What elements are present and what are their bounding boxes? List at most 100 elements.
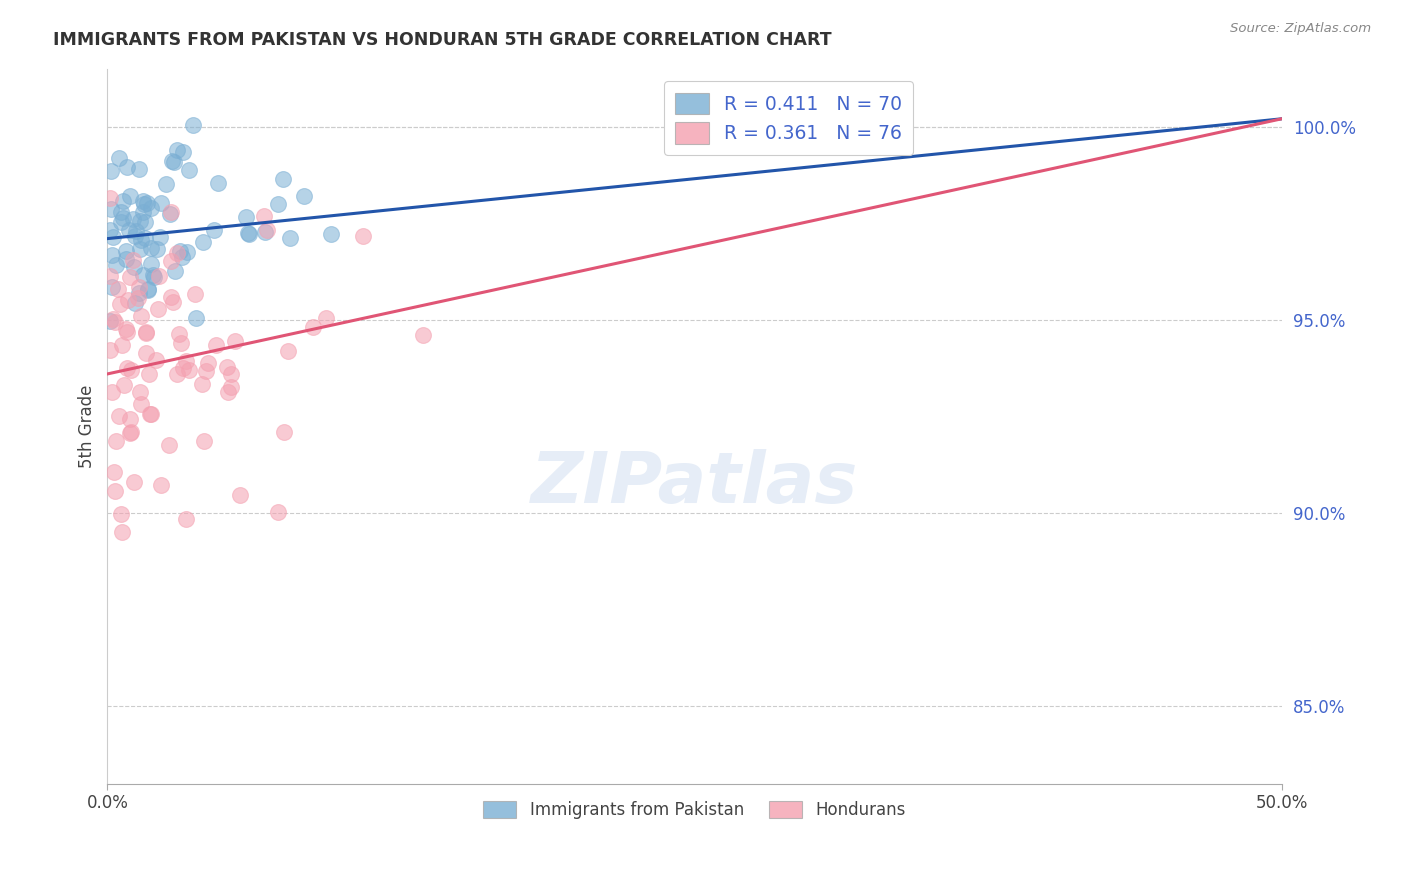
Point: [128, 280, 150, 294]
Point: [115, 326, 138, 340]
Point: [273, 172, 295, 186]
Point: [191, 235, 214, 249]
Point: [128, 242, 150, 256]
Point: [111, 338, 134, 352]
Point: [217, 385, 239, 400]
Point: [136, 282, 159, 296]
Point: [134, 196, 156, 211]
Point: [238, 227, 260, 241]
Y-axis label: 5th Grade: 5th Grade: [79, 384, 96, 467]
Point: [132, 205, 155, 219]
Point: [101, 230, 124, 244]
Point: [118, 223, 141, 237]
Point: [160, 205, 183, 219]
Point: [235, 210, 257, 224]
Point: [176, 244, 198, 259]
Point: [224, 334, 246, 348]
Point: [170, 251, 193, 265]
Point: [135, 326, 157, 341]
Point: [160, 253, 183, 268]
Point: [221, 367, 243, 381]
Point: [177, 363, 200, 377]
Point: [135, 325, 157, 339]
Point: [169, 244, 191, 259]
Point: [146, 243, 169, 257]
Point: [128, 162, 150, 177]
Point: [98, 314, 121, 328]
Point: [149, 229, 172, 244]
Point: [267, 197, 290, 211]
Point: [163, 155, 186, 169]
Point: [100, 164, 122, 178]
Point: [155, 177, 177, 191]
Point: [118, 425, 141, 440]
Point: [162, 154, 184, 169]
Point: [117, 293, 139, 307]
Text: IMMIGRANTS FROM PAKISTAN VS HONDURAN 5TH GRADE CORRELATION CHART: IMMIGRANTS FROM PAKISTAN VS HONDURAN 5TH…: [53, 31, 832, 49]
Point: [120, 425, 142, 439]
Point: [101, 311, 124, 326]
Point: [139, 201, 162, 215]
Point: [183, 118, 205, 132]
Point: [120, 412, 142, 426]
Point: [98, 223, 121, 237]
Point: [104, 258, 127, 272]
Point: [184, 286, 207, 301]
Point: [128, 285, 150, 300]
Point: [146, 302, 169, 317]
Point: [114, 244, 136, 258]
Point: [138, 407, 160, 421]
Point: [166, 368, 188, 382]
Point: [197, 356, 219, 370]
Point: [352, 228, 374, 243]
Point: [112, 194, 135, 208]
Point: [139, 241, 162, 255]
Point: [145, 353, 167, 368]
Point: [166, 144, 188, 158]
Point: [162, 294, 184, 309]
Point: [172, 361, 194, 376]
Point: [110, 507, 132, 521]
Point: [150, 195, 173, 210]
Point: [190, 377, 212, 392]
Point: [101, 248, 124, 262]
Point: [136, 196, 159, 211]
Point: [253, 209, 276, 223]
Text: ZIPatlas: ZIPatlas: [531, 449, 858, 518]
Point: [292, 189, 315, 203]
Point: [278, 231, 301, 245]
Legend: Immigrants from Pakistan, Hondurans: Immigrants from Pakistan, Hondurans: [477, 794, 912, 825]
Point: [202, 223, 225, 237]
Point: [105, 434, 128, 448]
Point: [163, 264, 186, 278]
Point: [166, 246, 188, 260]
Point: [98, 268, 121, 283]
Point: [124, 295, 146, 310]
Point: [132, 194, 155, 208]
Point: [253, 225, 276, 239]
Point: [131, 309, 153, 323]
Point: [117, 361, 139, 376]
Point: [273, 425, 295, 440]
Point: [115, 252, 138, 266]
Point: [108, 151, 131, 165]
Point: [277, 344, 299, 359]
Point: [124, 229, 146, 244]
Point: [104, 315, 127, 329]
Point: [108, 297, 131, 311]
Point: [159, 207, 181, 221]
Point: [107, 281, 129, 295]
Point: [101, 385, 124, 400]
Point: [117, 160, 139, 174]
Point: [136, 283, 159, 297]
Point: [132, 268, 155, 282]
Point: [174, 354, 197, 368]
Point: [148, 269, 170, 284]
Point: [321, 227, 343, 241]
Point: [118, 189, 141, 203]
Point: [205, 338, 228, 352]
Point: [134, 214, 156, 228]
Point: [104, 484, 127, 499]
Point: [100, 202, 122, 216]
Point: [143, 269, 166, 284]
